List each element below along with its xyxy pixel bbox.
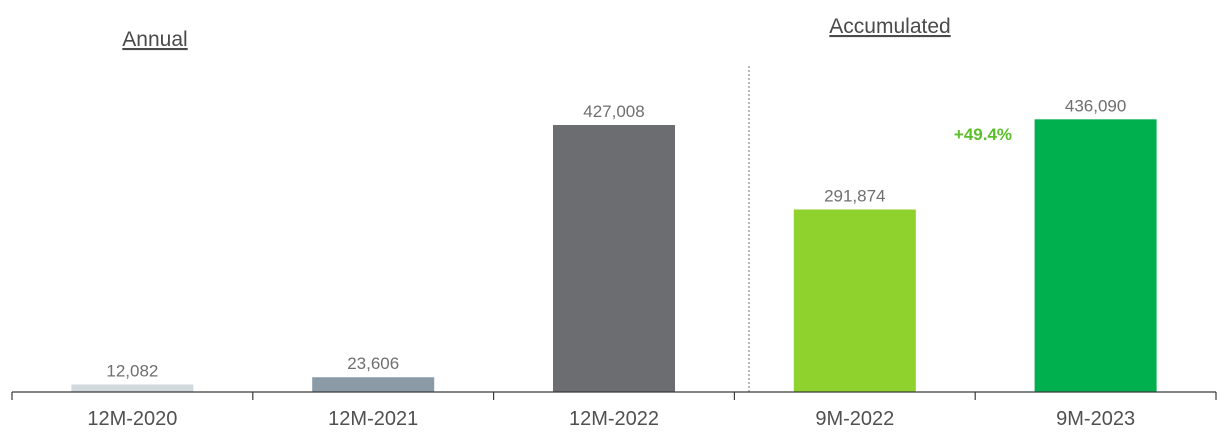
bar-9M-2023 (1034, 119, 1157, 392)
growth-annotation: +49.4% (954, 125, 1012, 144)
bar-12M-2021 (312, 377, 435, 392)
bars-group: 12,082 23,606 427,008 291,874 436,090 (71, 96, 1157, 392)
data-label-12M-2020: 12,082 (106, 361, 158, 380)
x-tick-label-9M-2023: 9M-2023 (1056, 408, 1135, 430)
x-tick-label-9M-2022: 9M-2022 (815, 408, 894, 430)
bar-12M-2020 (71, 384, 194, 392)
x-tick-label-12M-2021: 12M-2021 (328, 408, 418, 430)
data-label-9M-2022: 291,874 (824, 186, 885, 205)
bar-9M-2022 (793, 209, 916, 392)
section-title-accumulated: Accumulated (829, 15, 950, 38)
data-label-12M-2021: 23,606 (347, 354, 399, 373)
section-title-annual: Annual (122, 28, 187, 51)
x-tick-label-12M-2020: 12M-2020 (87, 408, 177, 430)
x-tick-label-12M-2022: 12M-2022 (569, 408, 659, 430)
bar-12M-2022 (553, 125, 675, 392)
data-label-9M-2023: 436,090 (1065, 96, 1126, 115)
x-axis: 12M-2020 12M-2021 12M-2022 9M-2022 9M-2023 (11, 391, 1217, 430)
data-label-12M-2022: 427,008 (583, 102, 644, 121)
